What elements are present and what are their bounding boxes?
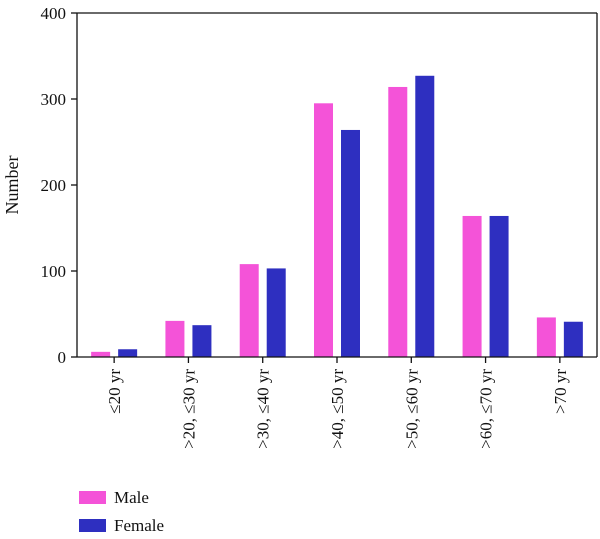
bar-female-5 xyxy=(489,215,509,357)
bar-male-1 xyxy=(165,320,185,357)
x-tick-label: >20, ≤30 yr xyxy=(179,369,198,449)
x-tick-label: >70 yr xyxy=(551,369,570,414)
x-tick-label: >50, ≤60 yr xyxy=(402,369,421,449)
y-tick-label: 0 xyxy=(58,348,67,367)
bar-male-2 xyxy=(239,264,259,357)
bar-male-4 xyxy=(388,86,408,358)
bar-female-1 xyxy=(192,325,212,357)
y-tick-label: 400 xyxy=(41,4,67,23)
y-tick-label: 100 xyxy=(41,262,67,281)
x-tick-label: >60, ≤70 yr xyxy=(477,369,496,449)
legend: Male Female xyxy=(79,488,164,535)
y-tick-label: 200 xyxy=(41,176,67,195)
x-tick-label: >40, ≤50 yr xyxy=(328,369,347,449)
y-ticks-group: 0 100 200 300 400 xyxy=(41,4,77,367)
legend-swatch-male xyxy=(79,491,106,504)
bar-male-6 xyxy=(536,317,556,357)
axes-group xyxy=(76,12,598,358)
bar-female-6 xyxy=(563,321,583,357)
bar-female-2 xyxy=(266,268,286,357)
legend-label-female: Female xyxy=(114,516,164,535)
y-tick-label: 300 xyxy=(41,90,67,109)
legend-swatch-female xyxy=(79,519,106,532)
x-tick-label: >30, ≤40 yr xyxy=(254,369,273,449)
x-ticks-group: ≤20 yr >20, ≤30 yr >30, ≤40 yr >40, ≤50 yr >… xyxy=(105,357,570,449)
x-tick-label: ≤20 yr xyxy=(105,369,124,414)
y-axis-title: Number xyxy=(2,156,22,215)
bars-group xyxy=(91,75,583,358)
bar-male-5 xyxy=(462,215,482,357)
bar-female-0 xyxy=(118,349,138,357)
legend-label-male: Male xyxy=(114,488,149,507)
bar-male-3 xyxy=(314,103,333,357)
bar-male-0 xyxy=(91,351,111,357)
bar-female-3 xyxy=(341,129,360,357)
bar-female-4 xyxy=(415,75,435,357)
